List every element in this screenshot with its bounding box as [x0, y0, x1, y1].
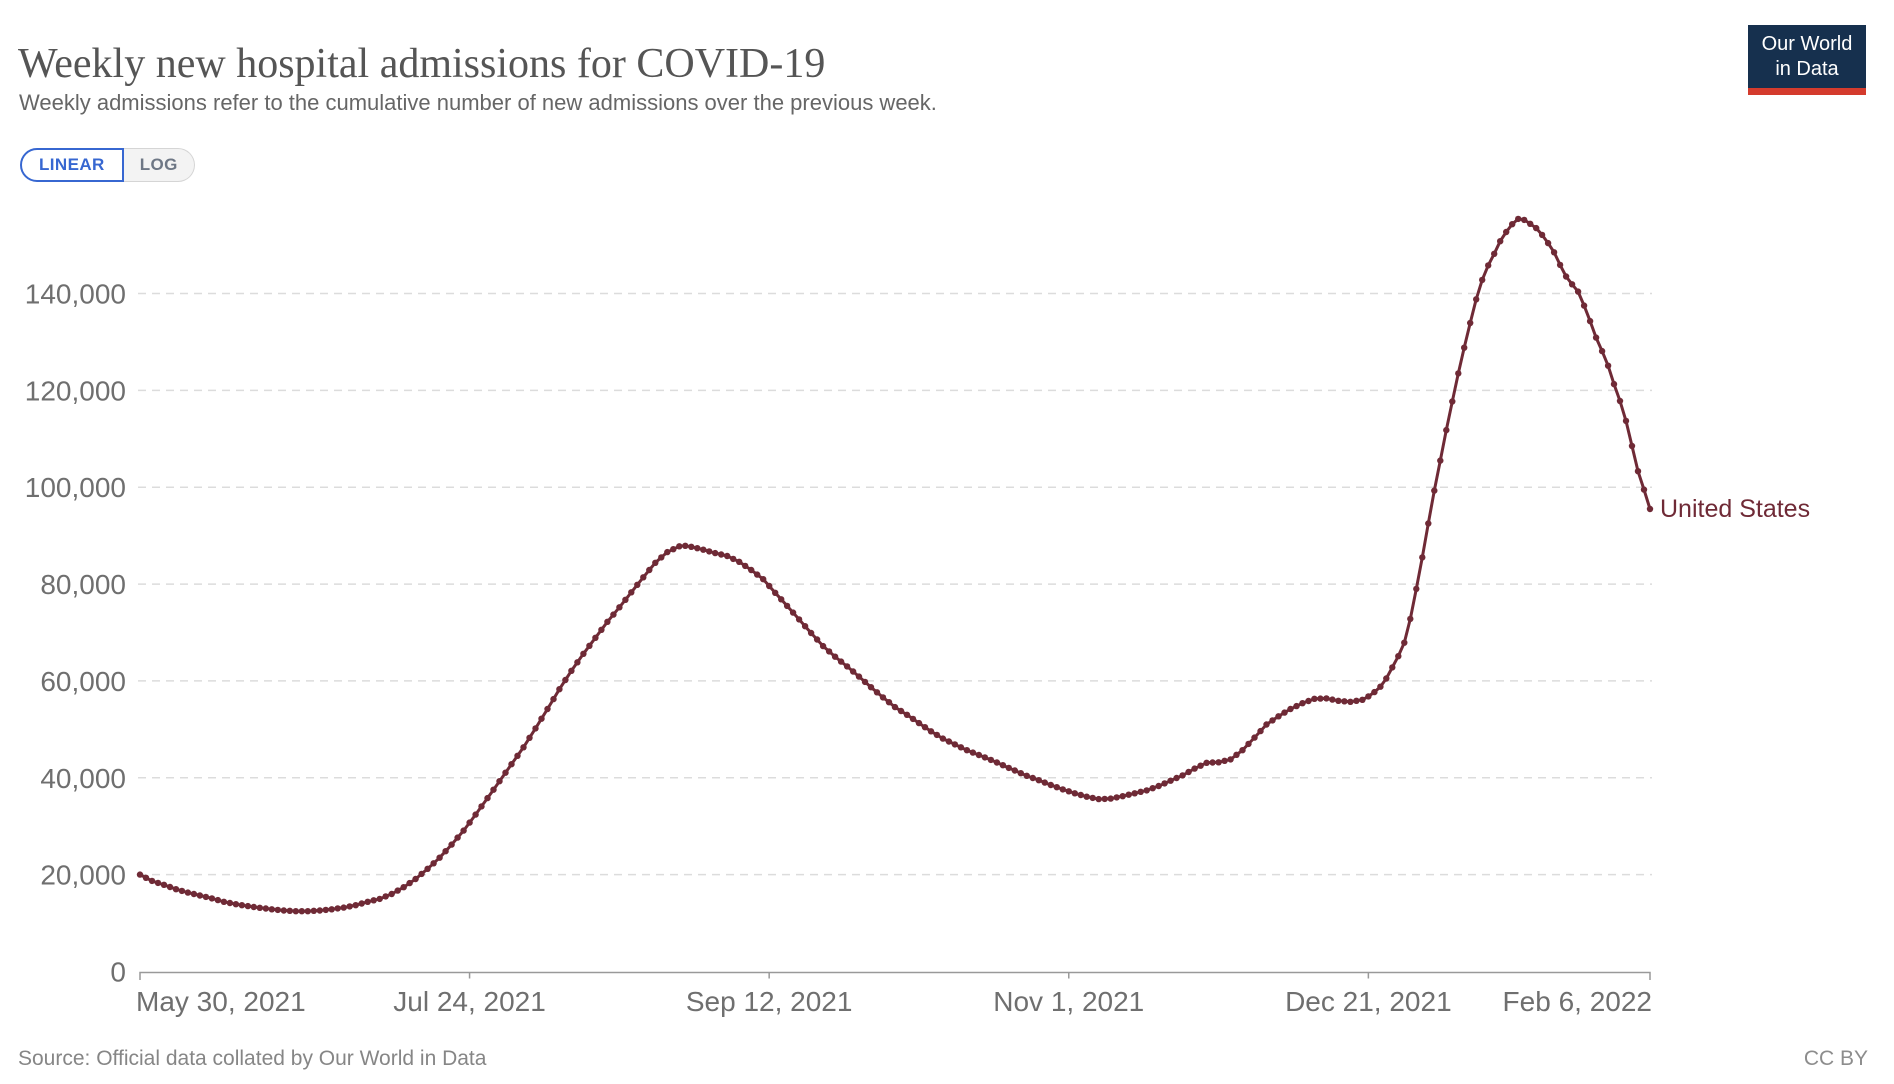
scale-toggle: LINEAR LOG: [20, 148, 195, 182]
source-text: Source: Official data collated by Our Wo…: [18, 1047, 487, 1070]
svg-text:Feb 6, 2022: Feb 6, 2022: [1503, 986, 1652, 1017]
svg-text:Dec 21, 2021: Dec 21, 2021: [1285, 986, 1452, 1017]
svg-text:60,000: 60,000: [40, 666, 126, 697]
log-scale-button[interactable]: LOG: [123, 148, 195, 182]
svg-text:Sep 12, 2021: Sep 12, 2021: [686, 986, 853, 1017]
page-subtitle: Weekly admissions refer to the cumulativ…: [19, 90, 937, 115]
svg-text:May 30, 2021: May 30, 2021: [136, 986, 306, 1017]
svg-text:0: 0: [110, 957, 126, 988]
svg-text:Nov 1, 2021: Nov 1, 2021: [993, 986, 1144, 1017]
svg-text:20,000: 20,000: [40, 860, 126, 891]
owid-logo-line1: Our World: [1761, 32, 1853, 55]
svg-text:80,000: 80,000: [40, 569, 126, 600]
svg-text:140,000: 140,000: [25, 279, 126, 310]
page-title: Weekly new hospital admissions for COVID…: [18, 41, 826, 88]
svg-text:120,000: 120,000: [25, 375, 126, 406]
license-link[interactable]: CC BY: [1803, 1047, 1868, 1070]
svg-text:100,000: 100,000: [25, 472, 126, 503]
linear-scale-button[interactable]: LINEAR: [20, 148, 124, 182]
series-label-united-states[interactable]: United States: [1660, 495, 1811, 523]
svg-text:Jul 24, 2021: Jul 24, 2021: [393, 986, 546, 1017]
svg-text:40,000: 40,000: [40, 763, 126, 794]
owid-logo[interactable]: Our World in Data: [1748, 25, 1866, 95]
owid-logo-line2: in Data: [1775, 57, 1839, 80]
